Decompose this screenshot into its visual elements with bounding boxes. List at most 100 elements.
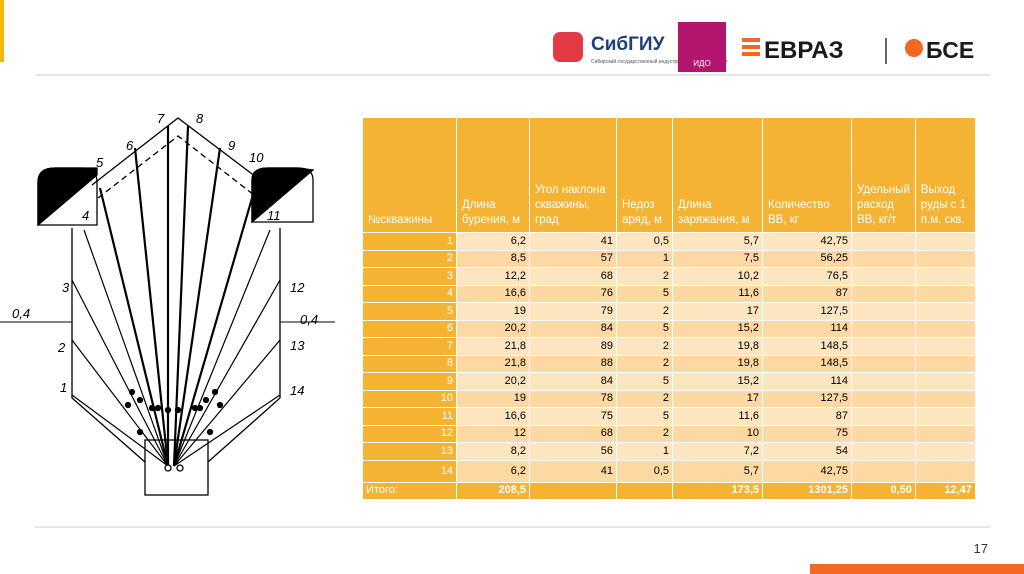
table-cell: 7,2 — [672, 442, 763, 461]
charge-point — [211, 388, 219, 396]
row-number: 11 — [362, 407, 457, 426]
table-cell — [851, 407, 916, 426]
table-cell: 76,5 — [762, 267, 852, 286]
total-cell: 0,50 — [851, 481, 916, 500]
table-cell: 127,5 — [762, 389, 852, 408]
blast-hole — [133, 147, 170, 467]
table-cell — [914, 232, 976, 251]
table-row: 8 21,8 88 2 19,8 148,5 — [362, 354, 976, 373]
table-cell — [851, 389, 916, 408]
charge-point — [128, 388, 136, 396]
table-cell: 41 — [529, 459, 617, 483]
logo-icon — [742, 45, 760, 49]
total-cell: Итого: — [362, 481, 457, 500]
row-number: 8 — [362, 354, 457, 373]
hole-label: 6 — [126, 138, 134, 153]
row-number: 10 — [362, 389, 457, 408]
row-number: 14 — [362, 459, 457, 483]
logo-text: ЕВРАЗ — [764, 37, 844, 64]
table-row: 3 12,2 68 2 10,2 76,5 — [362, 267, 976, 286]
logo-icon — [742, 52, 760, 56]
table-cell: 42,75 — [762, 232, 852, 251]
hole-label: 11 — [267, 208, 281, 223]
charge-point — [206, 428, 214, 436]
blast-hole — [98, 187, 170, 467]
table-cell — [914, 407, 976, 426]
table-cell — [851, 354, 916, 373]
logo-text: ИДО — [693, 59, 710, 68]
table-cell — [914, 249, 976, 268]
blast-diagram — [0, 117, 335, 496]
table-cell: 54 — [762, 442, 852, 461]
table-cell — [914, 302, 976, 321]
charge-point — [136, 396, 144, 404]
hole-label: 8 — [196, 111, 204, 126]
table-cell: 0,5 — [616, 459, 673, 483]
table-cell: 5 — [616, 284, 673, 303]
blast-hole — [172, 147, 222, 467]
table-cell: 6,2 — [456, 459, 530, 483]
row-number: 1 — [362, 232, 457, 251]
row-number: 9 — [362, 372, 457, 391]
table-cell — [851, 302, 916, 321]
table-row: 14 6,2 41 0,5 5,7 42,75 — [362, 459, 976, 483]
table-cell: 19,8 — [672, 337, 763, 356]
column-header: Длина заряжания, м — [672, 117, 763, 233]
table-cell — [851, 337, 916, 356]
logo-caption: Сибирский государственный индустриальный… — [591, 58, 728, 65]
table-cell — [914, 284, 976, 303]
column-header: Длина бурения, м — [456, 117, 530, 233]
blast-hole — [71, 279, 169, 467]
table-cell: 114 — [762, 319, 852, 338]
hole-label: 14 — [290, 383, 304, 398]
table-cell: 16,6 — [456, 407, 530, 426]
table-cell: 2 — [616, 354, 673, 373]
charge-point — [124, 401, 132, 409]
hole-label: 4 — [82, 208, 89, 223]
table-row: 11 16,6 75 5 11,6 87 — [362, 407, 976, 426]
drift-hole — [176, 464, 184, 472]
table-cell — [851, 372, 916, 391]
table-row: 6 20,2 84 5 15,2 114 — [362, 319, 976, 338]
column-header: Выход руды с 1 п.м. скв. — [914, 117, 976, 233]
table-cell: 57 — [529, 249, 617, 268]
charge-point — [164, 406, 172, 414]
table-cell: 1 — [616, 442, 673, 461]
hole-label: 13 — [290, 338, 305, 353]
charge-point — [202, 396, 210, 404]
table-cell: 5 — [616, 319, 673, 338]
charge-point — [174, 406, 182, 414]
row-number: 5 — [362, 302, 457, 321]
table-cell: 15,2 — [672, 319, 763, 338]
table-row: 13 8,2 56 1 7,2 54 — [362, 442, 976, 461]
table-cell: 17 — [672, 389, 763, 408]
table-cell — [851, 284, 916, 303]
column-header: Количество ВВ, кг — [762, 117, 852, 233]
table-cell: 5 — [616, 407, 673, 426]
drift-box — [144, 439, 209, 496]
hole-label: 7 — [157, 111, 165, 126]
row-number: 4 — [362, 284, 457, 303]
drift-hole — [164, 464, 172, 472]
block-fill — [251, 167, 315, 224]
table-cell: 17 — [672, 302, 763, 321]
table-cell: 16,6 — [456, 284, 530, 303]
table-cell — [914, 267, 976, 286]
table-cell — [914, 337, 976, 356]
table-row: 5 19 79 2 17 127,5 — [362, 302, 976, 321]
row-number: 7 — [362, 337, 457, 356]
table-cell — [851, 249, 916, 268]
table-cell: 15,2 — [672, 372, 763, 391]
table-cell: 19 — [456, 389, 530, 408]
table-cell: 78 — [529, 389, 617, 408]
table-cell: 87 — [762, 407, 852, 426]
table-cell: 88 — [529, 354, 617, 373]
hole-label: 3 — [62, 280, 70, 295]
footer-bar — [810, 564, 1024, 574]
total-cell: 173,5 — [672, 481, 763, 500]
table-cell: 42,75 — [762, 459, 852, 483]
table-cell — [914, 442, 976, 461]
table-cell: 41 — [529, 232, 617, 251]
table-cell: 2 — [616, 389, 673, 408]
